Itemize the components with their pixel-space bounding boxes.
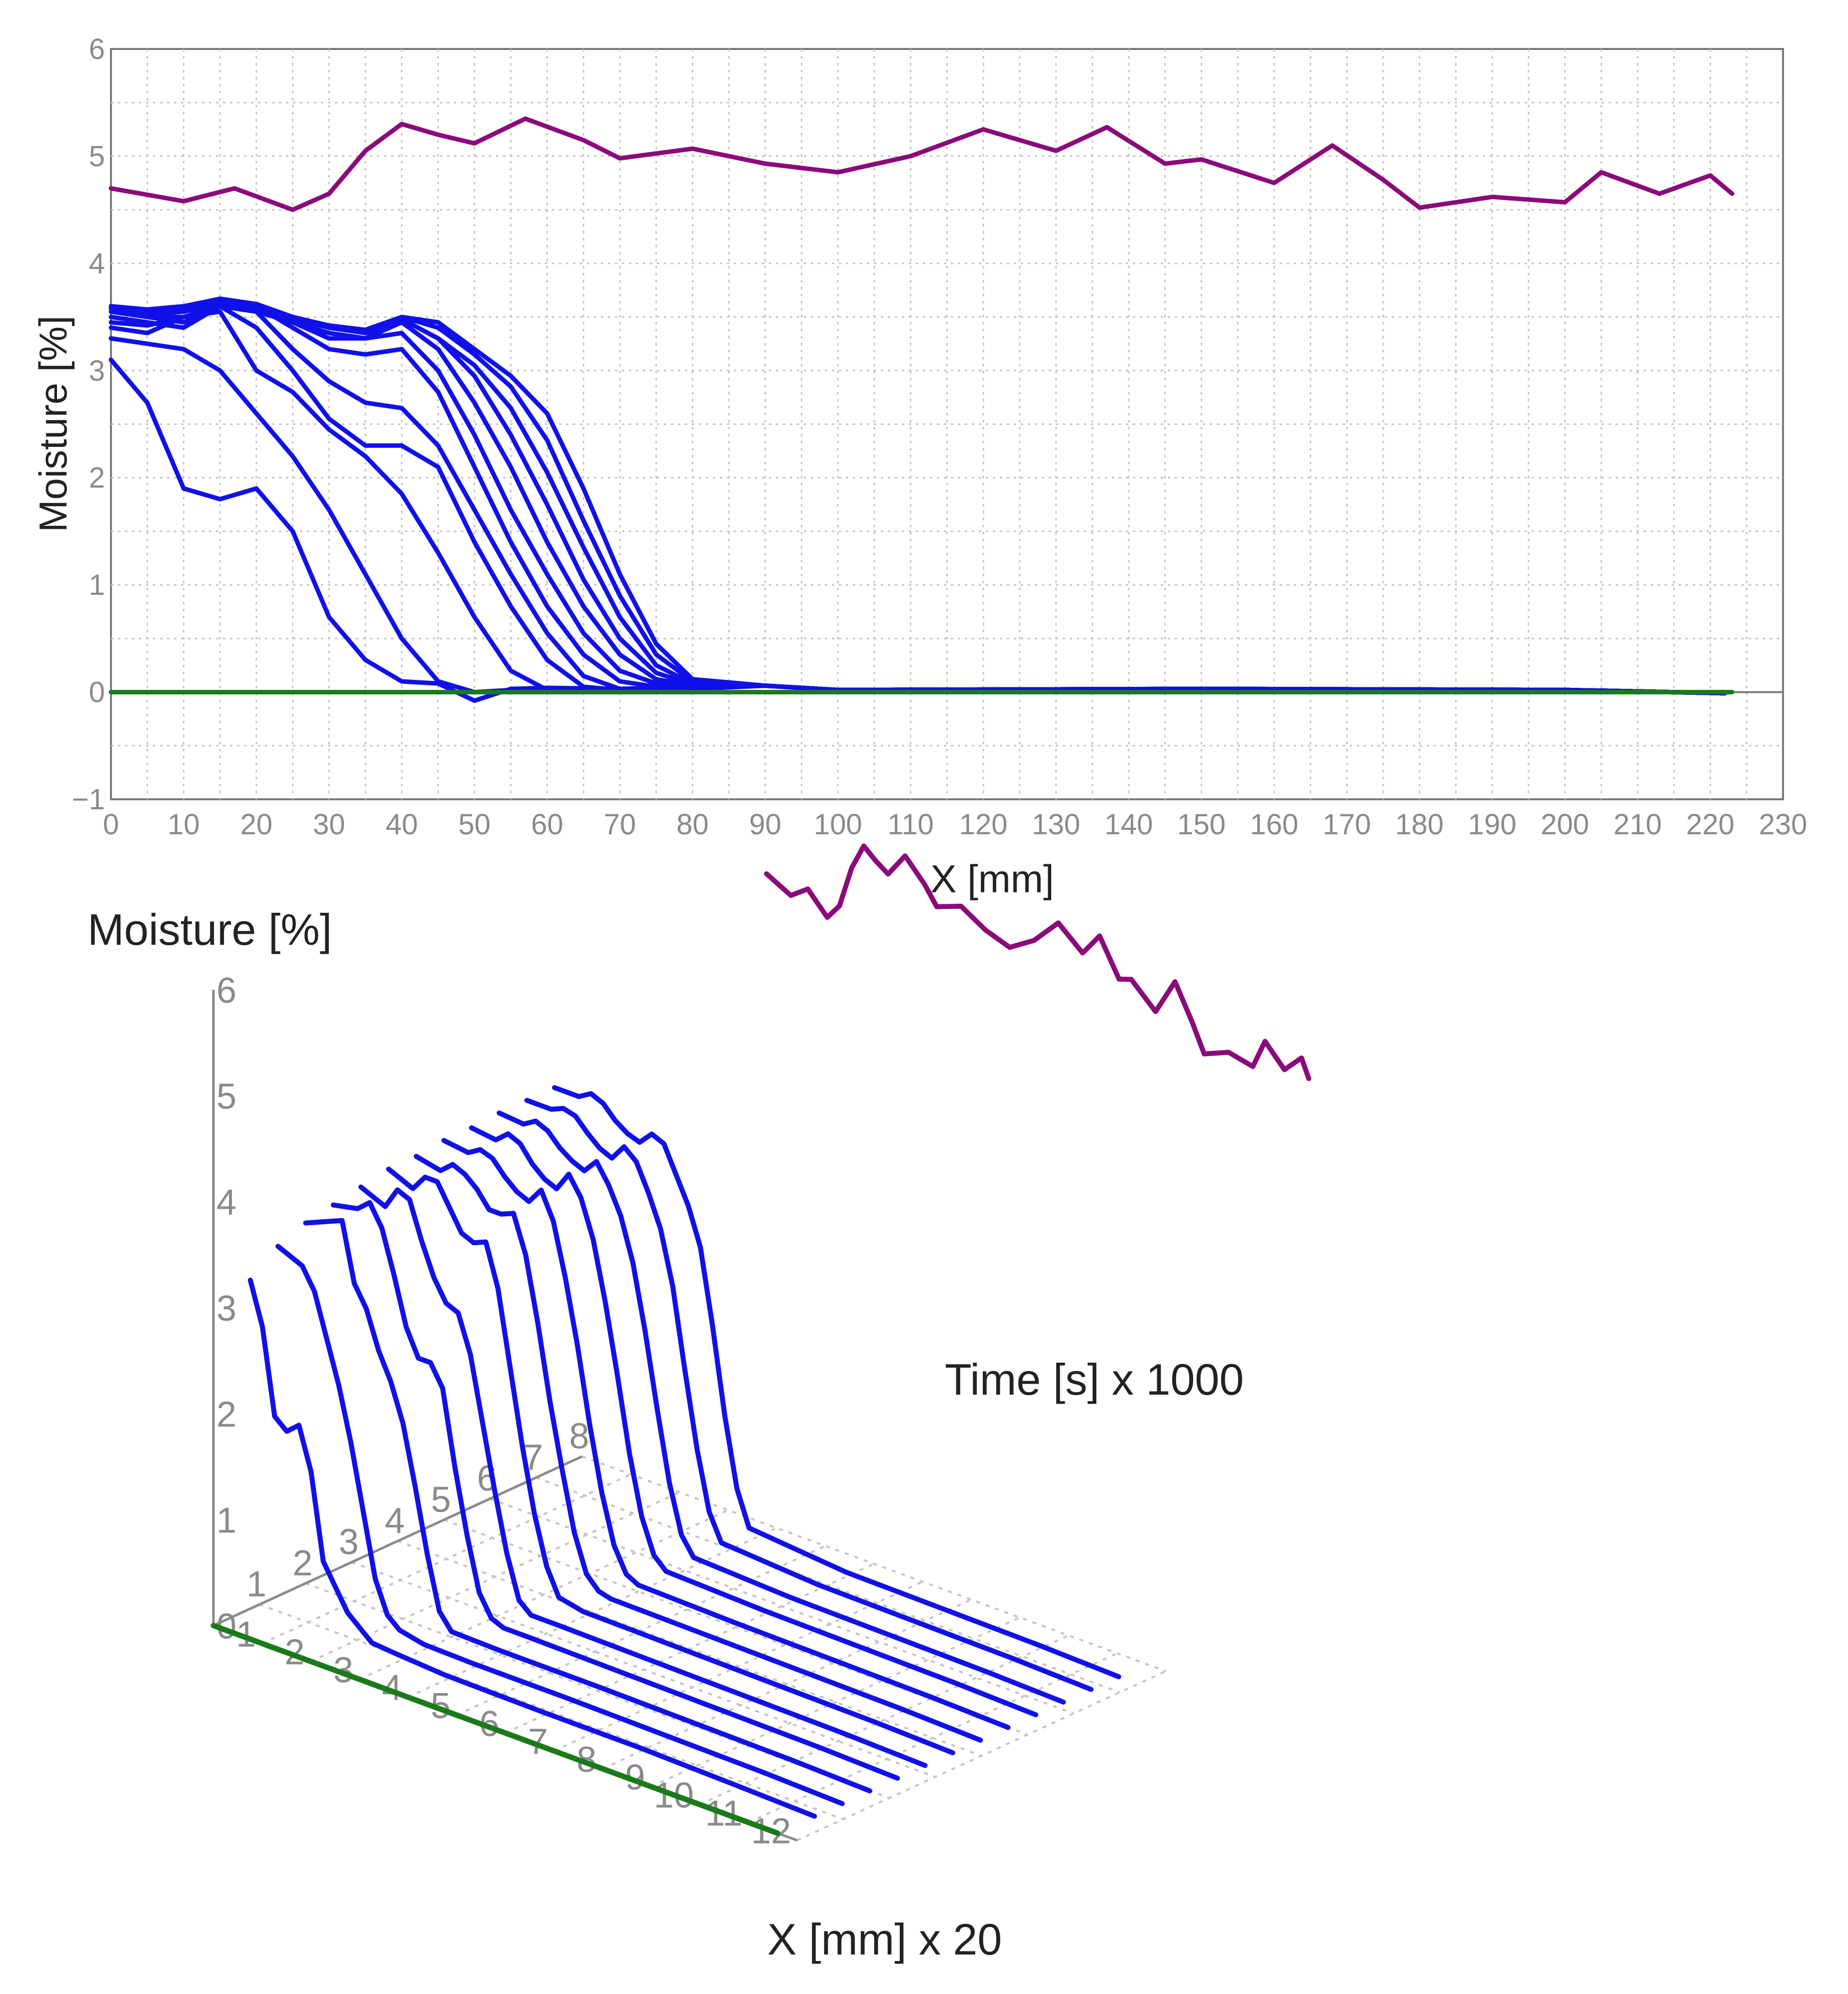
x-tick-label: 40 xyxy=(385,808,418,841)
time-tick-label: 1 xyxy=(246,1565,266,1605)
z-tick-label: 3 xyxy=(216,1289,236,1329)
series-line-final xyxy=(108,116,1735,212)
z-axis-title: Moisture [%] xyxy=(87,905,332,954)
x-tick-label: 150 xyxy=(1177,808,1226,841)
y-tick-label: 2 xyxy=(89,462,105,494)
x-tick-label: 110 xyxy=(888,808,934,841)
z-tick-label: 2 xyxy=(216,1395,236,1435)
series-line-profile-9 xyxy=(469,1125,1038,1718)
x-tick-label: 120 xyxy=(959,808,1008,841)
y-tick-label: 3 xyxy=(89,354,105,387)
time-tick-label: 2 xyxy=(292,1543,312,1583)
y-tick-label: −1 xyxy=(72,783,105,816)
x-tick-label: 80 xyxy=(676,808,709,841)
time-axis-title: Time [s] x 1000 xyxy=(945,1355,1244,1404)
floor-grid-line xyxy=(443,1519,1028,1736)
x-tick-label: 180 xyxy=(1395,808,1444,841)
floor-grid-line xyxy=(359,1509,729,1681)
y-tick-labels: 6 5 4 3 2 1 0 −1 xyxy=(72,33,105,816)
time-tick-label: 5 xyxy=(431,1480,451,1520)
x-tick-label: 0 xyxy=(103,808,119,841)
floor-grid-line xyxy=(305,1582,890,1799)
floor-grid-line xyxy=(602,1599,972,1770)
floor-grid xyxy=(259,1455,1167,1842)
x-tick-label: 90 xyxy=(749,808,782,841)
floor-grid-line xyxy=(397,1540,982,1757)
series-line-profile-5 xyxy=(358,1184,928,1768)
floor-grid-line xyxy=(489,1498,1074,1715)
z-tick-label: 5 xyxy=(216,1077,236,1117)
series-line-profile-2 xyxy=(275,1244,845,1807)
x-axis-title: X [mm] x 20 xyxy=(767,1915,1002,1964)
series-line-profile-7 xyxy=(413,1154,983,1743)
floor-grid-line xyxy=(535,1477,1120,1694)
series-line-profile-6 xyxy=(386,1166,955,1756)
series-line-profile-1 xyxy=(247,1278,817,1819)
floor-grid-line xyxy=(699,1634,1069,1806)
z-tick-label: 4 xyxy=(216,1183,236,1223)
series-line-t12 xyxy=(108,296,1728,696)
time-tick-label: 4 xyxy=(385,1501,405,1541)
z-tick-label: 6 xyxy=(216,971,236,1011)
x-tick-label: 60 xyxy=(531,808,563,841)
series-line-profile-final xyxy=(764,843,1312,1081)
x-tick-label: 140 xyxy=(1105,808,1153,841)
x-tick-label: 50 xyxy=(458,808,491,841)
series-line-profile-3 xyxy=(303,1218,873,1794)
series-line-profile-10 xyxy=(496,1110,1066,1705)
x-tick-label: 160 xyxy=(1250,808,1299,841)
series-line-initial xyxy=(210,1623,781,1836)
x-tick-label: 10 xyxy=(167,808,200,841)
y-tick-label: 5 xyxy=(89,140,105,172)
time-axis-line xyxy=(212,1455,583,1627)
x-tick-label: 20 xyxy=(240,808,273,841)
time-tick-label: 8 xyxy=(569,1417,589,1457)
x-tick-label: 230 xyxy=(1759,808,1808,841)
series-line-profile-11 xyxy=(524,1098,1094,1692)
x-axis-title: X [mm] xyxy=(931,857,1054,901)
x-tick-label: 30 xyxy=(313,808,345,841)
y-tick-label: 6 xyxy=(89,33,105,65)
x-tick-label: 170 xyxy=(1323,808,1371,841)
x-tick-label: 70 xyxy=(604,808,636,841)
floor-grid-line xyxy=(650,1616,1021,1788)
floor-grid-line xyxy=(456,1545,826,1716)
time-tick-label: 3 xyxy=(339,1522,359,1562)
y-tick-label: 4 xyxy=(89,247,105,280)
floor-grid-line xyxy=(351,1561,936,1778)
y-axis-title: Moisture [%] xyxy=(31,315,75,532)
x-tick-label: 130 xyxy=(1032,808,1080,841)
x-tick-label: 210 xyxy=(1614,808,1662,841)
series-group xyxy=(108,116,1735,703)
x-tick-label: 200 xyxy=(1541,808,1589,841)
series-line-profile-4 xyxy=(330,1200,900,1781)
series-line-profile-12 xyxy=(552,1085,1121,1680)
z-tick-label: 1 xyxy=(216,1501,236,1541)
floor-grid-line xyxy=(581,1455,1166,1673)
x-tick-label: 100 xyxy=(814,808,862,841)
y-tick-label: 1 xyxy=(89,569,105,601)
series-line-profile-8 xyxy=(441,1138,1011,1730)
y-tick-label: 0 xyxy=(89,676,105,709)
x-tick-labels: 0 10 20 30 40 50 60 70 80 90 100 110 120 130 140 150 160… xyxy=(103,808,1808,841)
chart-2d: 0 10 20 30 40 50 60 70 80 90 100 110 120 130 140 150 160… xyxy=(31,33,1807,901)
x-tick-label: 220 xyxy=(1686,808,1735,841)
floor-grid-line xyxy=(259,1603,844,1821)
series-group xyxy=(210,843,1312,1836)
x-tick-label: 190 xyxy=(1468,808,1517,841)
